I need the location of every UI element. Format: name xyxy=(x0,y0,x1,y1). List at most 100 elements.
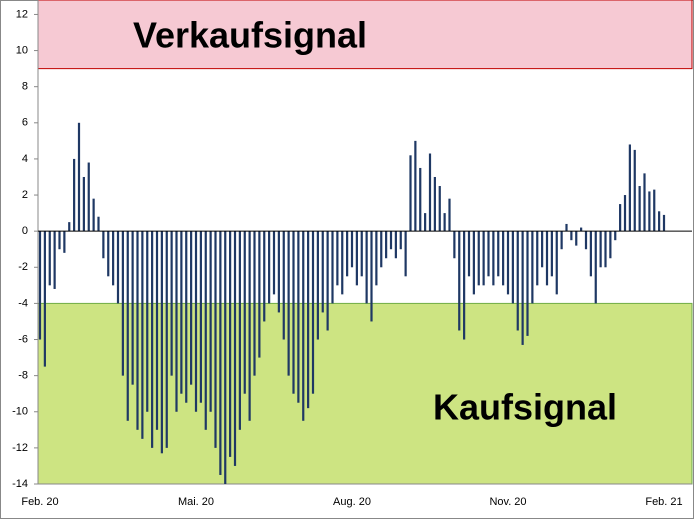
bar xyxy=(628,144,631,232)
bar xyxy=(58,231,61,250)
bar xyxy=(136,231,139,430)
bar xyxy=(565,223,568,232)
y-tick-label: -8 xyxy=(18,370,28,382)
bar xyxy=(268,231,271,304)
bar xyxy=(102,231,105,259)
bar xyxy=(165,231,168,448)
bar xyxy=(131,231,134,385)
bar xyxy=(307,231,310,409)
y-tick-label: 0 xyxy=(22,225,28,237)
bar xyxy=(506,231,510,295)
bar xyxy=(151,231,154,448)
bar xyxy=(170,231,173,376)
bar xyxy=(97,216,100,232)
bar xyxy=(428,153,432,232)
bar xyxy=(185,231,188,403)
bar xyxy=(467,231,471,277)
y-tick-label: -12 xyxy=(12,442,28,454)
y-tick-label: 12 xyxy=(16,8,28,20)
bar xyxy=(424,213,427,232)
bar xyxy=(248,231,251,421)
bar xyxy=(497,231,500,277)
bar xyxy=(380,231,383,268)
bar xyxy=(609,231,612,259)
x-tick-label: Aug. 20 xyxy=(333,496,371,508)
bar xyxy=(560,231,563,250)
bar xyxy=(619,204,622,232)
bar xyxy=(433,176,436,232)
bar xyxy=(346,231,349,277)
x-tick-label: Feb. 20 xyxy=(21,496,58,508)
bar xyxy=(73,158,76,232)
bar xyxy=(355,231,358,286)
bar xyxy=(311,231,315,394)
y-tick-label: 8 xyxy=(22,81,28,93)
bar xyxy=(589,231,592,277)
bar xyxy=(214,231,217,448)
bar xyxy=(209,231,212,412)
bar xyxy=(516,231,519,331)
bar xyxy=(482,231,485,286)
bar xyxy=(536,231,539,286)
y-tick-label: 2 xyxy=(22,189,28,201)
bar xyxy=(550,231,553,277)
bar xyxy=(414,140,417,232)
bar xyxy=(229,231,232,457)
bar xyxy=(541,231,544,268)
bar xyxy=(282,231,285,340)
bar xyxy=(92,198,95,232)
bar xyxy=(107,231,110,277)
bar xyxy=(360,231,363,277)
bar xyxy=(477,231,480,286)
bar xyxy=(292,231,295,394)
bar xyxy=(331,231,334,304)
bar xyxy=(623,195,627,232)
bar xyxy=(487,231,490,277)
bar xyxy=(594,231,597,304)
signal-zone xyxy=(37,0,693,70)
bar xyxy=(263,231,266,322)
bar xyxy=(365,231,368,304)
y-tick-label: -4 xyxy=(18,297,28,309)
bar xyxy=(287,231,290,376)
bar xyxy=(243,231,246,394)
bar xyxy=(458,231,461,331)
bar xyxy=(580,227,583,232)
bar xyxy=(658,211,661,232)
bar xyxy=(350,231,354,268)
bar xyxy=(302,231,305,421)
bar xyxy=(614,231,617,241)
bar xyxy=(502,231,505,286)
bar xyxy=(321,231,324,313)
band-label: Kaufsignal xyxy=(433,387,617,428)
y-tick-label: 4 xyxy=(22,153,28,165)
bar xyxy=(453,231,456,259)
bar xyxy=(316,231,319,340)
bar xyxy=(526,231,529,336)
bar xyxy=(160,231,163,454)
bar xyxy=(146,231,149,412)
bar xyxy=(277,231,280,313)
bar xyxy=(43,231,46,367)
bar xyxy=(180,231,183,394)
bar xyxy=(68,222,71,232)
bar xyxy=(224,231,227,484)
bar xyxy=(155,231,159,430)
bar xyxy=(375,231,378,286)
y-tick-label: -14 xyxy=(12,478,28,490)
bar xyxy=(389,231,393,250)
bar xyxy=(272,231,276,295)
bar xyxy=(599,231,602,268)
bar xyxy=(570,231,573,241)
bar xyxy=(233,231,237,466)
bar xyxy=(404,231,407,277)
bar xyxy=(521,231,524,345)
band-label: Verkaufsignal xyxy=(133,15,367,56)
bar xyxy=(545,231,549,286)
bar xyxy=(638,186,641,232)
bar xyxy=(472,231,475,295)
x-tick-label: Nov. 20 xyxy=(489,496,526,508)
bar xyxy=(443,213,446,232)
bar xyxy=(385,231,388,259)
